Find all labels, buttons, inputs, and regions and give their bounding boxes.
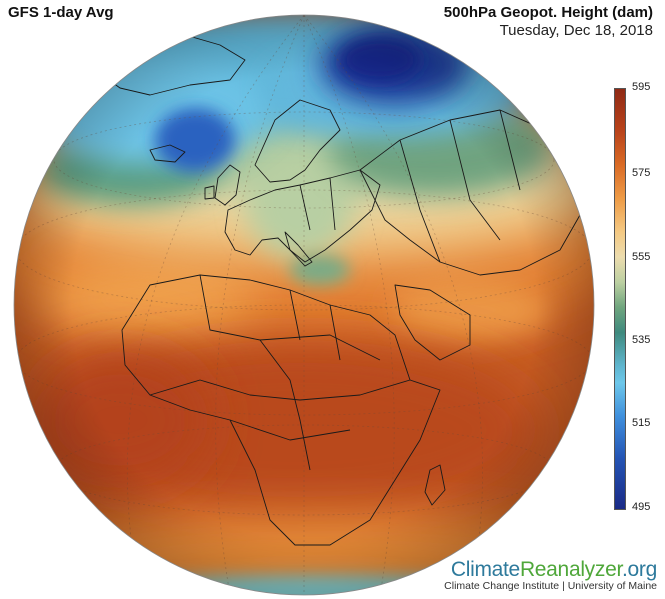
brand-subtitle: Climate Change Institute | University of…	[444, 580, 657, 592]
brand-block: ClimateReanalyzer.org Climate Change Ins…	[444, 558, 657, 592]
colorbar-tick-515: 515	[632, 417, 651, 429]
colorbar-tick-535: 535	[632, 334, 651, 346]
variable-title: 500hPa Geopot. Height (dam)	[443, 4, 653, 21]
date-label: Tuesday, Dec 18, 2018	[499, 22, 653, 39]
brand-logo-part1: Climate	[450, 558, 520, 581]
brand-logo[interactable]: ClimateReanalyzer.org	[444, 558, 657, 582]
brand-logo-part3: .org	[622, 558, 657, 581]
globe-outline	[13, 14, 595, 596]
colorbar-tick-495: 495	[632, 501, 651, 513]
colorbar-tick-595: 595	[632, 81, 651, 93]
colorbar	[614, 88, 626, 510]
colorbar-tick-555: 555	[632, 251, 651, 263]
colorbar-tick-575: 575	[632, 167, 651, 179]
globe-limb-shading	[14, 15, 594, 595]
brand-logo-part2: Reanalyzer	[519, 558, 622, 581]
model-title: GFS 1-day Avg	[8, 4, 114, 21]
map-title-block: 500hPa Geopot. Height (dam) Tuesday, Dec…	[444, 4, 653, 40]
